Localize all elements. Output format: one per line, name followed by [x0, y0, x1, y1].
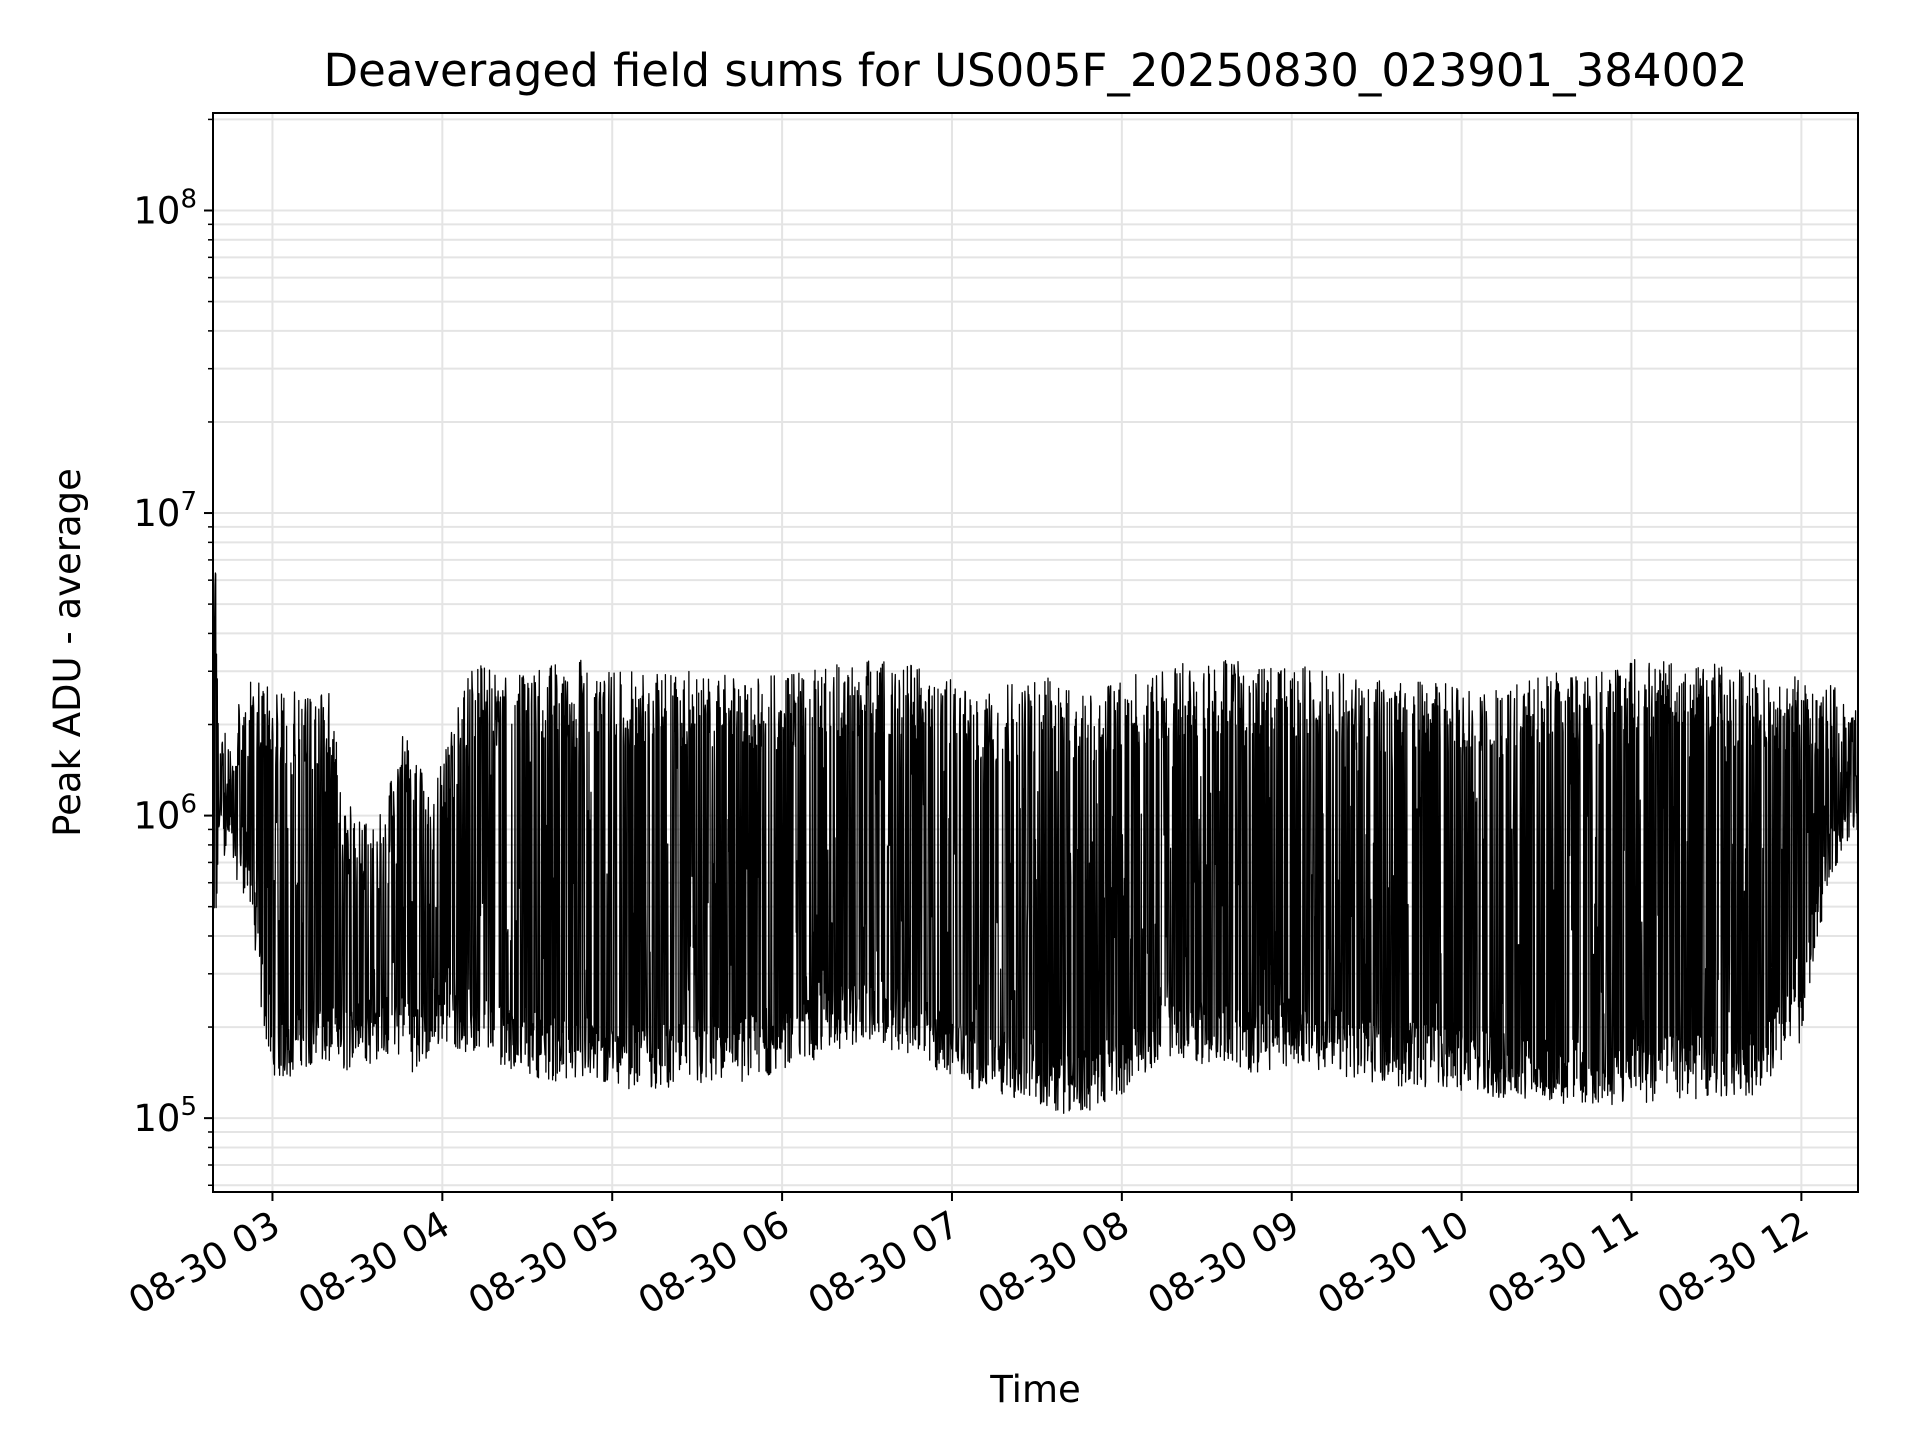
series-line: [212, 572, 1859, 1114]
x-axis-label: Time: [989, 1368, 1081, 1411]
chart-title: Deaveraged field sums for US005F_2025083…: [324, 44, 1748, 97]
y-tick-label: 106: [133, 790, 197, 838]
y-axis-label: Peak ADU - average: [46, 468, 89, 837]
y-tick-label: 108: [133, 184, 197, 232]
y-tick-label: 105: [133, 1092, 197, 1140]
plot-frame: [212, 112, 1859, 1193]
y-tick-label: 107: [133, 487, 197, 535]
series-layer: [212, 572, 1859, 1114]
